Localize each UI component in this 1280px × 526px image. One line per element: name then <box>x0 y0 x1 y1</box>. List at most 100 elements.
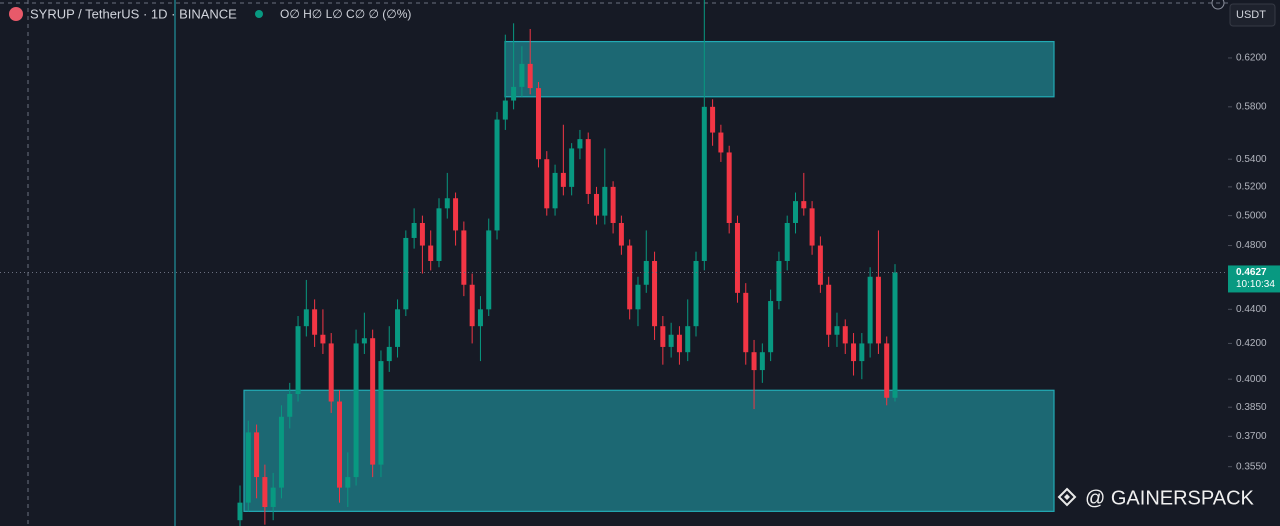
y-tick-label: 0.4800 <box>1236 240 1267 251</box>
candle-body <box>502 100 508 120</box>
candle-body <box>419 222 425 246</box>
last-price-box <box>1228 265 1280 293</box>
candle-body <box>453 198 459 231</box>
candle-body <box>395 309 401 347</box>
candle-body <box>461 230 467 285</box>
candle-body <box>594 193 600 216</box>
candle-body <box>295 326 301 394</box>
candle-body <box>801 201 807 209</box>
candle-body <box>270 487 276 507</box>
candle-body <box>560 172 566 187</box>
candle-body <box>826 284 832 335</box>
candle-body <box>635 284 641 310</box>
candle-body <box>834 326 840 335</box>
y-tick-label: 0.5000 <box>1236 210 1267 221</box>
candle-body <box>411 222 417 238</box>
candle-body <box>710 106 716 133</box>
y-tick-label: 0.6200 <box>1236 53 1267 64</box>
y-tick-label: 0.4000 <box>1236 374 1267 385</box>
candle-body <box>436 208 442 261</box>
currency-box[interactable] <box>1229 3 1276 27</box>
plot-area <box>0 0 1228 526</box>
candle-body <box>577 139 583 149</box>
candle-body <box>486 230 492 310</box>
candle-body <box>477 309 483 327</box>
candle-body <box>444 198 450 209</box>
candle-body <box>345 477 351 488</box>
candle-body <box>751 352 757 371</box>
symbol-icon <box>9 7 23 21</box>
candle-body <box>643 260 649 285</box>
candle-body <box>685 326 691 353</box>
candle-body <box>262 477 268 507</box>
candle-body <box>676 334 682 353</box>
symbol-title: SYRUP / TetherUS · 1D · BINANCE <box>30 6 237 21</box>
candle-body <box>527 63 533 89</box>
candle-body <box>875 276 881 344</box>
y-tick-label: 0.3550 <box>1236 461 1267 472</box>
last-price-label: 0.4627 <box>1236 267 1267 278</box>
candle-body <box>693 260 699 327</box>
candle-body <box>884 343 890 398</box>
candle-body <box>494 119 500 231</box>
candle-body <box>278 416 284 488</box>
candle-body <box>817 245 823 285</box>
candle-body <box>627 245 633 310</box>
candle-body <box>602 186 608 216</box>
candle-body <box>469 284 475 327</box>
candle-body <box>370 338 376 465</box>
currency: USDT <box>1236 9 1266 21</box>
zone <box>504 40 1055 98</box>
candle-body <box>618 222 624 246</box>
candle-body <box>743 292 749 353</box>
candle-body <box>842 326 848 344</box>
candle-body <box>519 63 525 87</box>
candle-body <box>652 260 658 327</box>
zone <box>243 389 1055 512</box>
candle-body <box>237 502 243 521</box>
candle-body <box>535 88 541 160</box>
candle-body <box>892 272 898 398</box>
candle-body <box>610 186 616 223</box>
candle-body <box>287 393 293 417</box>
candle-body <box>386 346 392 362</box>
candle-body <box>569 148 575 187</box>
candle-body <box>734 222 740 293</box>
candle-body <box>718 132 724 153</box>
watermark-icon <box>1057 487 1077 507</box>
candle-body <box>428 245 434 261</box>
candle-body <box>859 343 865 362</box>
candle-body <box>303 309 309 327</box>
y-tick-label: 0.4200 <box>1236 338 1267 349</box>
candle-body <box>544 159 550 209</box>
y-tick-label: 0.3850 <box>1236 402 1267 413</box>
y-tick-label: 0.5400 <box>1236 154 1267 165</box>
add-button[interactable] <box>1211 0 1225 10</box>
y-tick-label: 0.3700 <box>1236 431 1267 442</box>
candle-body <box>851 343 857 362</box>
candle-body <box>378 361 384 465</box>
y-tick-label: 0.4400 <box>1236 304 1267 315</box>
candle-body <box>776 260 782 302</box>
candle-body <box>320 334 326 344</box>
candle-body <box>867 276 873 344</box>
candle-body <box>768 301 774 353</box>
y-tick-label: 0.5200 <box>1236 182 1267 193</box>
candle-body <box>245 432 251 503</box>
candle-body <box>793 201 799 223</box>
candle-body <box>809 208 815 246</box>
watermark: @ GAINERSPACK <box>1085 487 1255 509</box>
countdown: 10:10:34 <box>1236 279 1275 290</box>
y-tick-label: 0.5800 <box>1236 101 1267 112</box>
candle-body <box>726 152 732 223</box>
candle-body <box>328 343 334 402</box>
candle-body <box>660 326 666 347</box>
price-axis-labels: 0.6200 0.5800 0.5400 0.5200 0.5000 0.4800 0.44… <box>1228 53 1267 472</box>
price-axis <box>1228 0 1280 526</box>
candle-body <box>336 401 342 488</box>
candle-body <box>403 237 409 310</box>
candle-body <box>353 343 359 478</box>
candle-body <box>312 309 318 335</box>
ohlc-summary: O∅ H∅ L∅ C∅ ∅ (∅%) <box>280 7 411 21</box>
